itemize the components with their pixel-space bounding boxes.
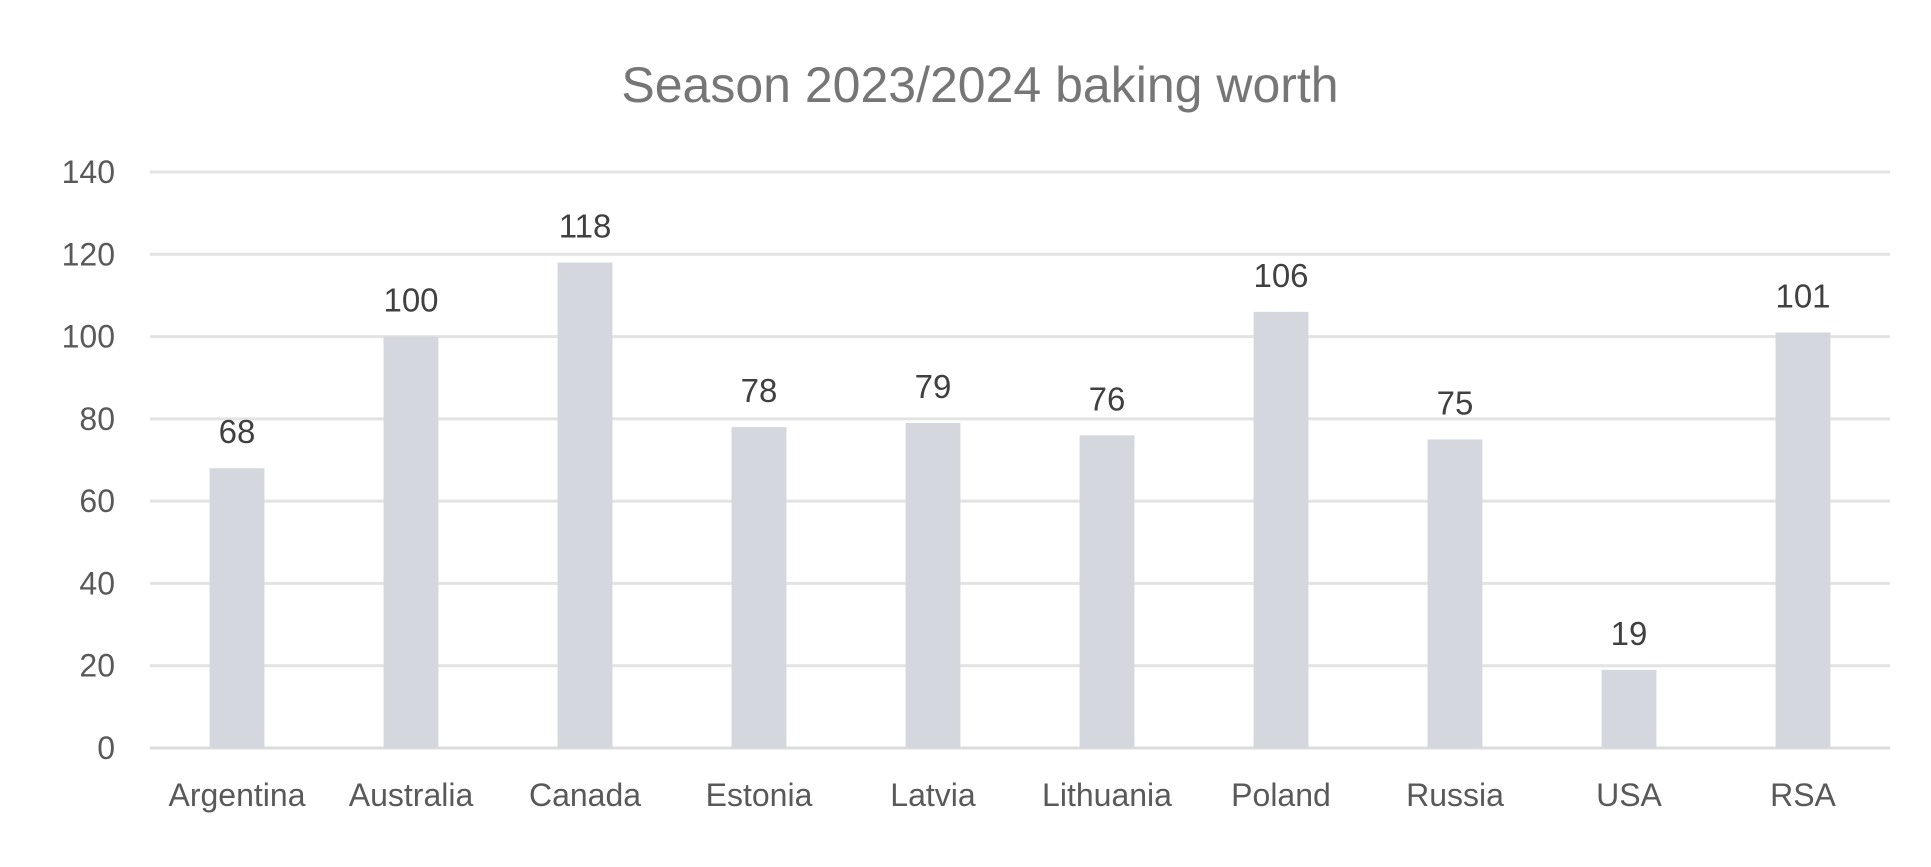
x-category-label: Canada [529, 777, 641, 813]
chart-title: Season 2023/2024 baking worth [621, 57, 1338, 113]
x-axis-categories: Argentina Australia Canada Estonia Latvia Lit… [169, 777, 1837, 813]
bar-lithuania [1079, 435, 1135, 748]
x-category-label: Russia [1406, 777, 1504, 813]
bar-argentina [209, 468, 265, 748]
bar-russia [1427, 439, 1483, 748]
y-tick-label: 20 [79, 648, 115, 684]
data-label: 75 [1437, 384, 1474, 421]
x-category-label: Lithuania [1042, 777, 1172, 813]
x-category-label: RSA [1770, 777, 1836, 813]
y-tick-label: 60 [79, 483, 115, 519]
data-label: 101 [1775, 277, 1830, 314]
y-tick-label: 100 [62, 319, 115, 355]
data-label: 118 [559, 208, 612, 245]
x-category-label: Estonia [706, 777, 813, 813]
y-tick-label: 80 [79, 401, 115, 437]
x-category-label: Argentina [169, 777, 306, 813]
bar-estonia [731, 427, 787, 748]
x-category-label: Australia [349, 777, 474, 813]
bar-latvia [905, 422, 961, 748]
data-labels: 68 100 118 78 79 76 106 75 19 101 [219, 208, 1831, 652]
x-category-label: Latvia [890, 777, 976, 813]
bar-rsa [1775, 332, 1831, 748]
bar-usa [1601, 669, 1657, 748]
data-label: 100 [383, 282, 438, 319]
y-axis-ticks: 0 20 40 60 80 100 120 140 [62, 154, 115, 766]
gridlines [150, 170, 1890, 750]
y-tick-label: 40 [79, 565, 115, 601]
y-tick-label: 140 [62, 154, 115, 190]
data-label: 68 [219, 413, 256, 450]
x-category-label: Poland [1231, 777, 1331, 813]
y-tick-label: 120 [62, 236, 115, 272]
data-label: 106 [1253, 257, 1308, 294]
bar-australia [383, 336, 439, 748]
bar-canada [557, 262, 613, 748]
y-tick-label: 0 [97, 730, 115, 766]
bar-poland [1253, 311, 1309, 748]
data-label: 76 [1089, 380, 1126, 417]
x-category-label: USA [1596, 777, 1662, 813]
data-label: 19 [1611, 615, 1648, 652]
data-label: 78 [741, 372, 778, 409]
data-label: 79 [915, 368, 952, 405]
bars [209, 262, 1831, 748]
